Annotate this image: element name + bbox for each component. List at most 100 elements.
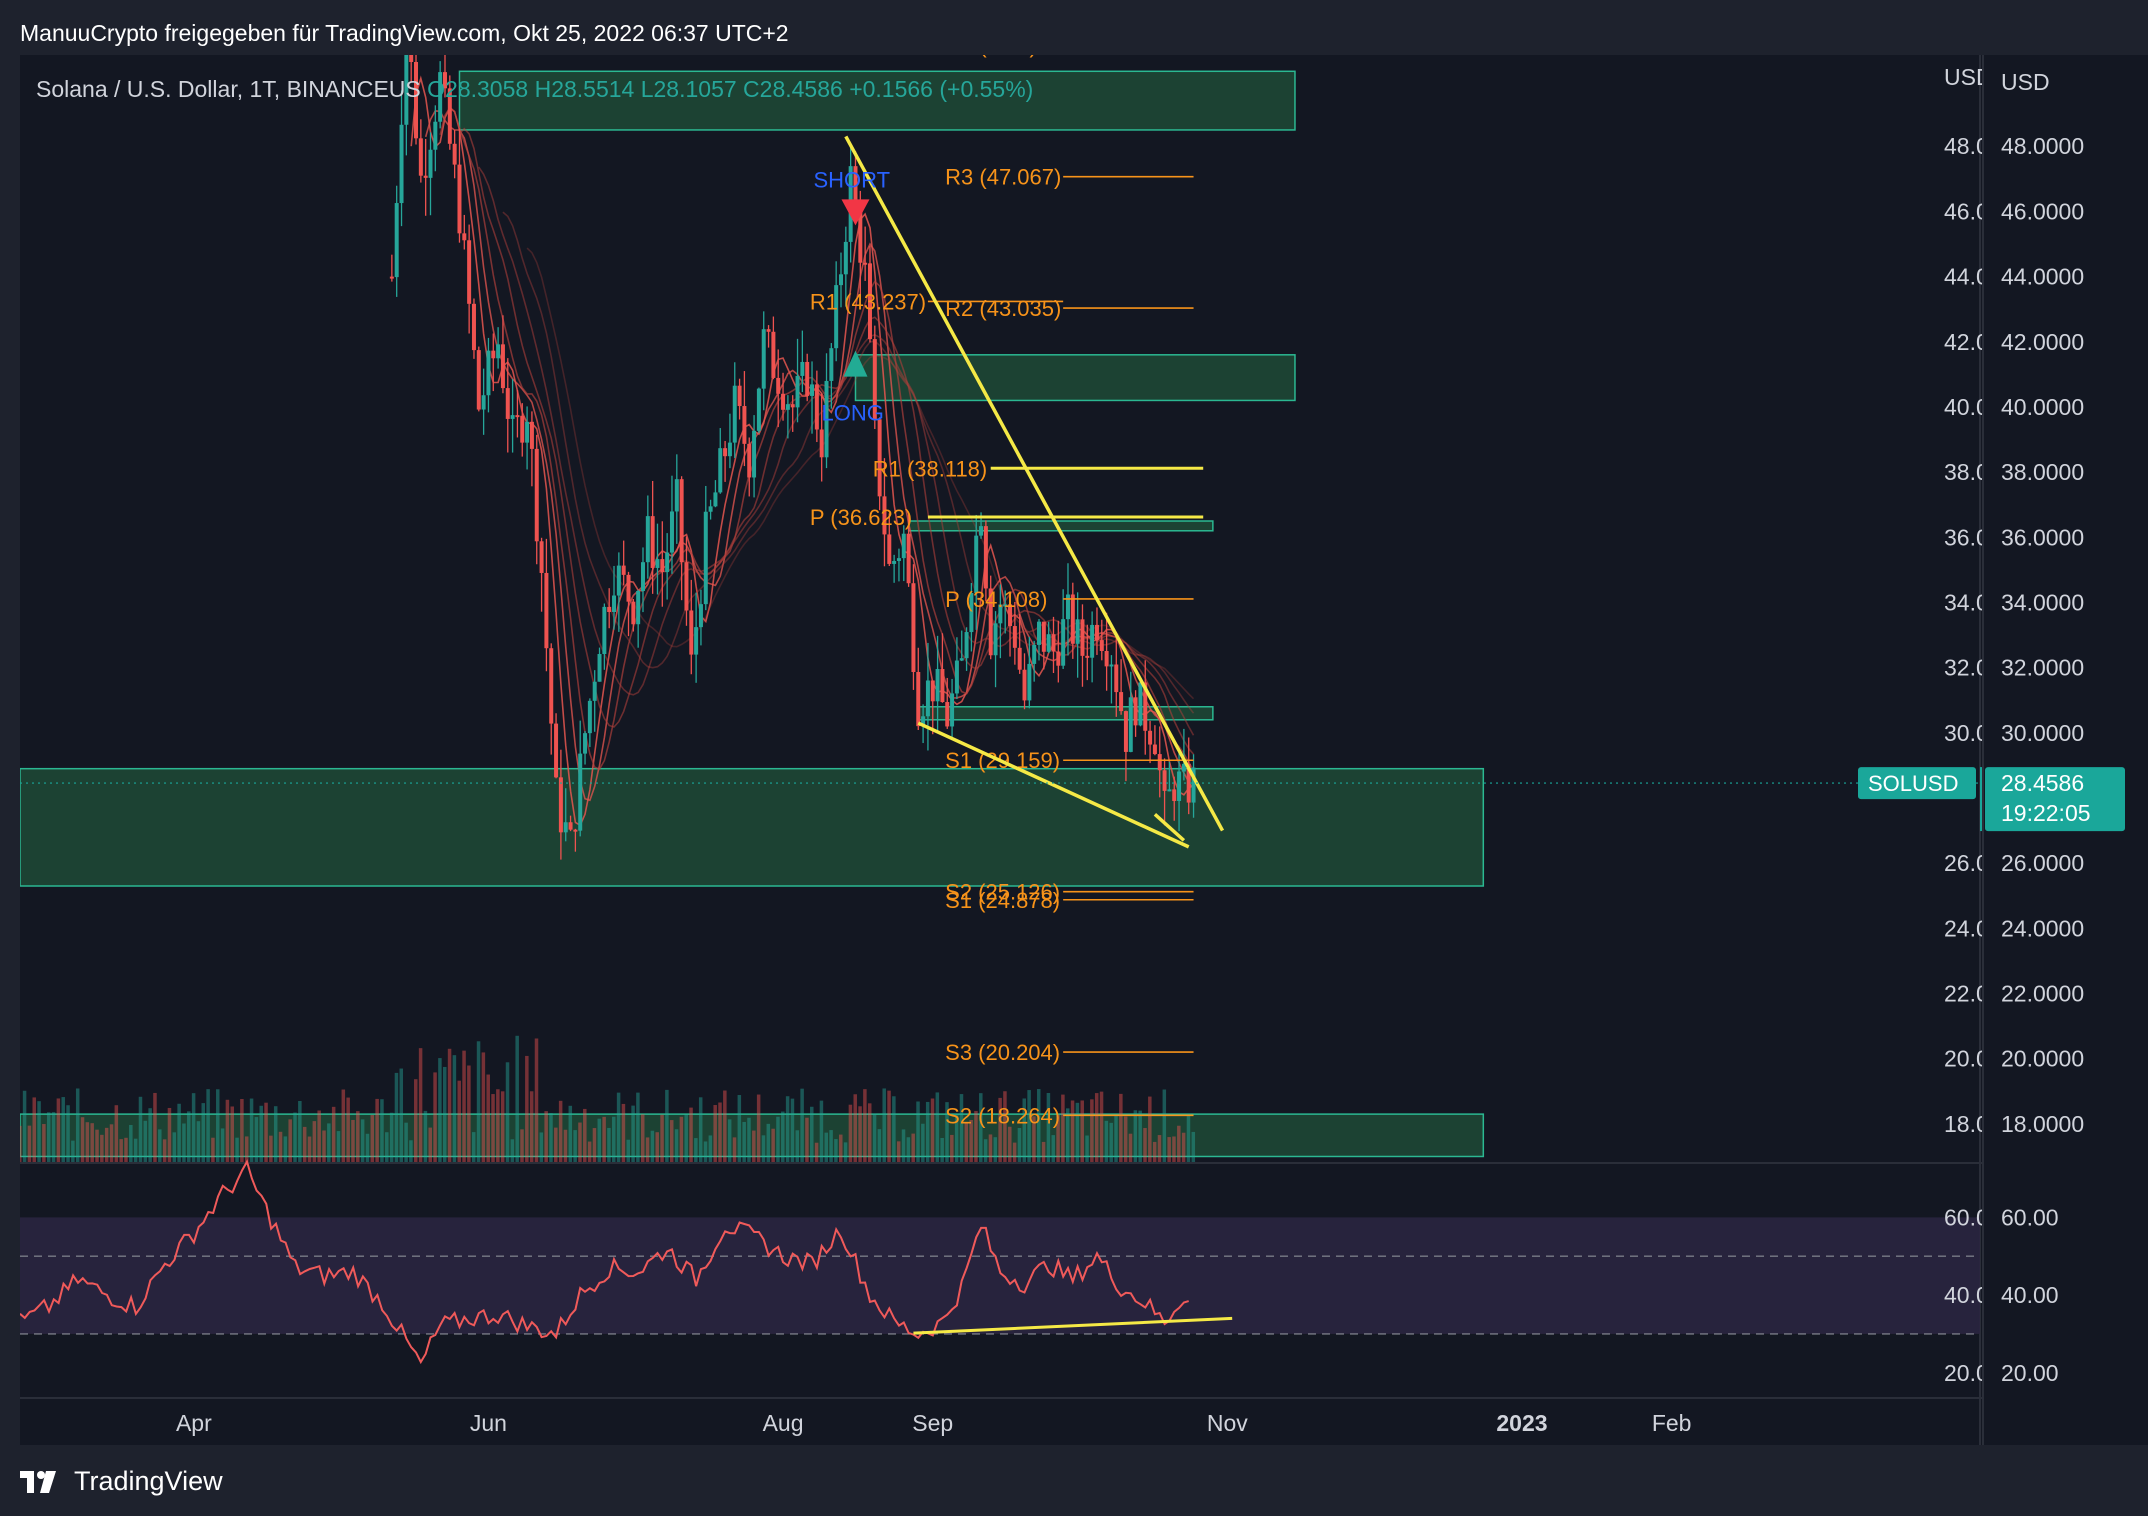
candle-body — [785, 404, 790, 410]
candle-body — [1022, 669, 1027, 701]
volume-bar — [684, 1114, 688, 1163]
candle-body — [1138, 682, 1143, 726]
volume-bar — [133, 1138, 138, 1163]
candle-body — [539, 541, 544, 573]
volume-bar — [61, 1097, 65, 1163]
candle-body — [428, 149, 433, 178]
chart-frame[interactable]: R4 (51.1) R3 (47.067) R1 (43.237) R2 (43.03… — [20, 55, 1983, 1445]
candle-body — [959, 658, 964, 661]
candle-body — [544, 572, 549, 649]
volume-bar — [505, 1062, 510, 1163]
volume-bar — [539, 1132, 544, 1163]
candle-body — [558, 777, 563, 833]
price-tag-edge — [1980, 767, 1983, 832]
volume-bar — [1123, 1116, 1128, 1163]
currency-label: USD — [1944, 64, 1983, 90]
volume-bar — [592, 1128, 597, 1163]
candle-body — [950, 693, 955, 727]
volume-bar — [1046, 1092, 1051, 1163]
candle-body — [742, 406, 747, 444]
volume-bar — [520, 1129, 524, 1163]
volume-bar — [800, 1088, 804, 1163]
volume-bar — [162, 1139, 167, 1163]
candle-body — [732, 385, 737, 443]
volume-bar — [283, 1136, 288, 1163]
trendline — [844, 135, 1225, 832]
volume-bar — [756, 1094, 761, 1163]
volume-bar — [781, 1111, 785, 1163]
volume-bar — [104, 1127, 109, 1163]
volume-bar — [1032, 1116, 1036, 1163]
long-signal-label: LONG — [821, 401, 883, 426]
rsi-divergence-line — [913, 1316, 1233, 1335]
volume-bar — [46, 1112, 51, 1163]
volume-bar — [167, 1107, 172, 1163]
rsi-tick-label: 20.00 — [1944, 1360, 1983, 1386]
candle-body — [694, 627, 699, 655]
candle-body — [621, 565, 626, 575]
volume-bar — [1075, 1102, 1080, 1163]
currency-label: USD — [2001, 69, 2050, 95]
candle-body — [1186, 763, 1191, 803]
volume-bar — [525, 1055, 529, 1163]
candle-body — [1148, 730, 1153, 745]
volume-bar — [742, 1121, 746, 1163]
volume-bar — [916, 1101, 920, 1163]
candle-body — [467, 240, 472, 304]
volume-bar — [254, 1117, 259, 1163]
volume-bar — [882, 1088, 886, 1163]
volume-bar — [1104, 1120, 1109, 1163]
volume-bar — [901, 1129, 906, 1163]
candle-body — [669, 511, 674, 553]
chart-publisher-line: ManuuCrypto freigegeben für TradingView.… — [20, 20, 789, 46]
price-tick-label: 32.0000 — [2001, 655, 2084, 681]
volume-bar — [703, 1141, 708, 1163]
volume-bar — [66, 1105, 70, 1163]
candle-body — [510, 415, 515, 419]
candle-body — [863, 262, 868, 265]
candle-body — [810, 384, 815, 396]
volume-bar — [71, 1140, 75, 1163]
candle-body — [471, 303, 476, 351]
volume-bar — [554, 1127, 558, 1163]
candle-body — [645, 516, 650, 563]
pivot-label: R3 (47.067) — [945, 165, 1061, 190]
candle-body — [781, 393, 786, 410]
volume-bar — [153, 1092, 157, 1163]
candle-body — [389, 276, 394, 279]
volume-bar — [727, 1119, 732, 1163]
price-chart[interactable]: R4 (51.1) R3 (47.067) R1 (43.237) R2 (43.03… — [20, 55, 1983, 1445]
volume-bar — [597, 1118, 602, 1163]
volume-bar — [302, 1126, 307, 1163]
candle-body — [983, 526, 988, 589]
candle-body — [906, 533, 911, 584]
tradingview-brand[interactable]: TradingView — [20, 1466, 223, 1497]
candle-body — [776, 377, 781, 394]
volume-bar — [1041, 1141, 1046, 1163]
volume-bar — [1181, 1132, 1186, 1163]
rsi-tick-label: 40.00 — [2001, 1282, 2059, 1308]
volume-bar — [471, 1132, 476, 1163]
price-tick-label: 34.0000 — [1944, 589, 1983, 615]
volume-bar — [848, 1104, 853, 1163]
volume-bar — [365, 1133, 370, 1163]
candle-body — [747, 443, 752, 478]
candle-body — [713, 492, 718, 507]
candle-body — [969, 593, 974, 633]
volume-bar — [196, 1121, 201, 1163]
volume-bar — [645, 1137, 650, 1163]
candle-body — [583, 733, 588, 754]
volume-bar — [723, 1090, 727, 1163]
rsi-line — [20, 1159, 1189, 1365]
volume-bar — [1051, 1135, 1055, 1163]
volume-bar — [515, 1035, 519, 1163]
volume-bar — [235, 1137, 239, 1163]
candle-body — [790, 404, 795, 408]
price-tick-label: 40.0000 — [1944, 394, 1983, 420]
volume-bar — [959, 1094, 964, 1163]
ohlc-close: C28.4586 — [743, 76, 849, 102]
candle-body — [1070, 594, 1075, 644]
main-pane: R4 (51.1) R3 (47.067) R1 (43.237) R2 (43.03… — [20, 55, 1980, 1163]
volume-bar — [37, 1101, 41, 1163]
candle-body — [554, 723, 559, 778]
